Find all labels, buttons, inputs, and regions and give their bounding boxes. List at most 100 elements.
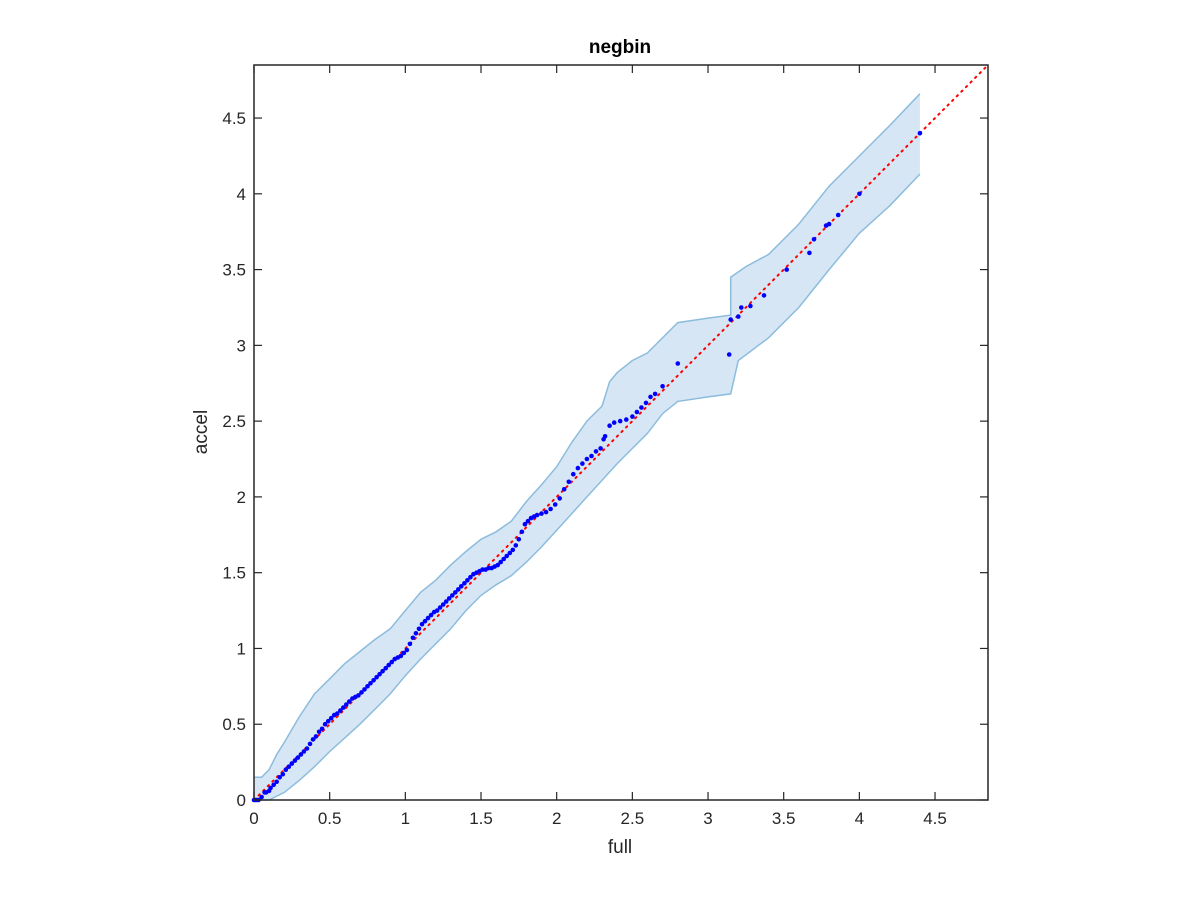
data-point xyxy=(675,361,681,366)
data-point xyxy=(624,417,629,422)
data-point xyxy=(465,578,470,583)
data-point xyxy=(539,511,544,516)
data-point xyxy=(736,314,741,319)
data-point xyxy=(761,293,767,298)
data-point xyxy=(634,409,640,415)
data-point xyxy=(501,556,507,562)
y-tick-label: 3.5 xyxy=(222,261,246,280)
data-point xyxy=(380,668,385,674)
data-point xyxy=(456,587,461,592)
data-point xyxy=(459,584,464,589)
data-point xyxy=(513,543,519,548)
data-point xyxy=(917,130,923,136)
data-point xyxy=(404,647,410,653)
data-point xyxy=(784,267,789,272)
data-point xyxy=(407,641,413,647)
y-tick-label: 1 xyxy=(237,639,246,658)
data-point xyxy=(611,420,617,425)
data-point xyxy=(301,749,307,754)
data-point xyxy=(630,414,635,419)
data-point xyxy=(561,487,567,492)
data-point xyxy=(519,529,525,535)
chart-title: negbin xyxy=(589,37,651,58)
data-point xyxy=(319,726,325,732)
data-point xyxy=(434,608,440,613)
data-point xyxy=(298,752,304,757)
reference-line xyxy=(253,64,989,801)
data-point xyxy=(643,400,649,406)
data-point xyxy=(739,305,744,310)
x-tick-label: 2.5 xyxy=(621,809,645,828)
data-point xyxy=(341,705,346,710)
data-point xyxy=(593,449,599,454)
data-point xyxy=(271,782,277,788)
data-point xyxy=(328,715,334,721)
data-point xyxy=(359,690,364,695)
data-point xyxy=(259,794,264,800)
data-point xyxy=(428,612,434,618)
data-point xyxy=(639,405,644,410)
x-tick-label: 1 xyxy=(401,809,410,828)
y-tick-label: 2.5 xyxy=(222,412,246,431)
data-point xyxy=(525,518,531,524)
data-point xyxy=(368,681,373,686)
data-point xyxy=(468,574,473,580)
x-tick-label: 3 xyxy=(703,809,712,828)
data-point xyxy=(543,509,549,515)
data-point xyxy=(325,718,331,724)
data-point xyxy=(607,423,612,429)
data-point xyxy=(304,746,310,751)
data-point xyxy=(389,659,395,665)
data-point xyxy=(857,191,862,197)
data-point xyxy=(510,547,516,553)
data-point xyxy=(274,779,280,785)
data-point xyxy=(307,741,313,747)
y-axis-label: accel xyxy=(191,410,212,454)
data-point xyxy=(660,384,665,389)
data-point xyxy=(371,678,376,683)
x-tick-label: 1.5 xyxy=(469,809,493,828)
data-point xyxy=(522,521,528,527)
data-point xyxy=(571,471,576,477)
data-point xyxy=(652,391,658,397)
data-point xyxy=(495,562,501,568)
data-point xyxy=(648,394,653,400)
data-point xyxy=(826,221,832,227)
x-axis-label: full xyxy=(608,837,632,858)
x-tick-label: 4 xyxy=(855,809,864,828)
data-point xyxy=(584,456,590,462)
x-tick-label: 0 xyxy=(249,809,258,828)
y-tick-label: 2 xyxy=(237,488,246,507)
data-point xyxy=(507,550,513,556)
data-point xyxy=(383,665,389,671)
data-point xyxy=(548,506,553,512)
data-point xyxy=(398,653,404,659)
data-point xyxy=(504,553,510,559)
x-tick-label: 2 xyxy=(552,809,561,828)
data-point xyxy=(413,631,419,636)
data-point xyxy=(534,512,540,518)
data-point xyxy=(443,599,449,604)
data-point xyxy=(410,635,416,641)
data-point xyxy=(313,734,319,739)
data-point xyxy=(338,708,343,713)
data-point xyxy=(552,502,558,507)
y-tick-label: 3 xyxy=(237,336,246,355)
data-point xyxy=(437,605,443,610)
band-upper-edge xyxy=(254,93,921,779)
x-tick-label: 4.5 xyxy=(923,809,947,828)
data-point xyxy=(310,737,316,742)
data-point xyxy=(268,785,273,791)
data-point xyxy=(440,602,446,607)
axes-box xyxy=(253,64,989,801)
data-point xyxy=(575,465,581,471)
data-point xyxy=(365,684,370,689)
data-point xyxy=(748,303,753,309)
data-point xyxy=(580,461,585,466)
data-point xyxy=(425,615,431,621)
data-point xyxy=(462,581,467,586)
y-tick-label: 0 xyxy=(237,791,246,810)
plot-area: 00 0.5 0.5 1 1 1.5 1.5 2 2 2.5 2.5 3 3 3.5 3.5 4 4 4.5 4.5 xyxy=(222,64,989,828)
y-tick-label: 4 xyxy=(237,185,246,204)
data-point xyxy=(292,758,298,763)
